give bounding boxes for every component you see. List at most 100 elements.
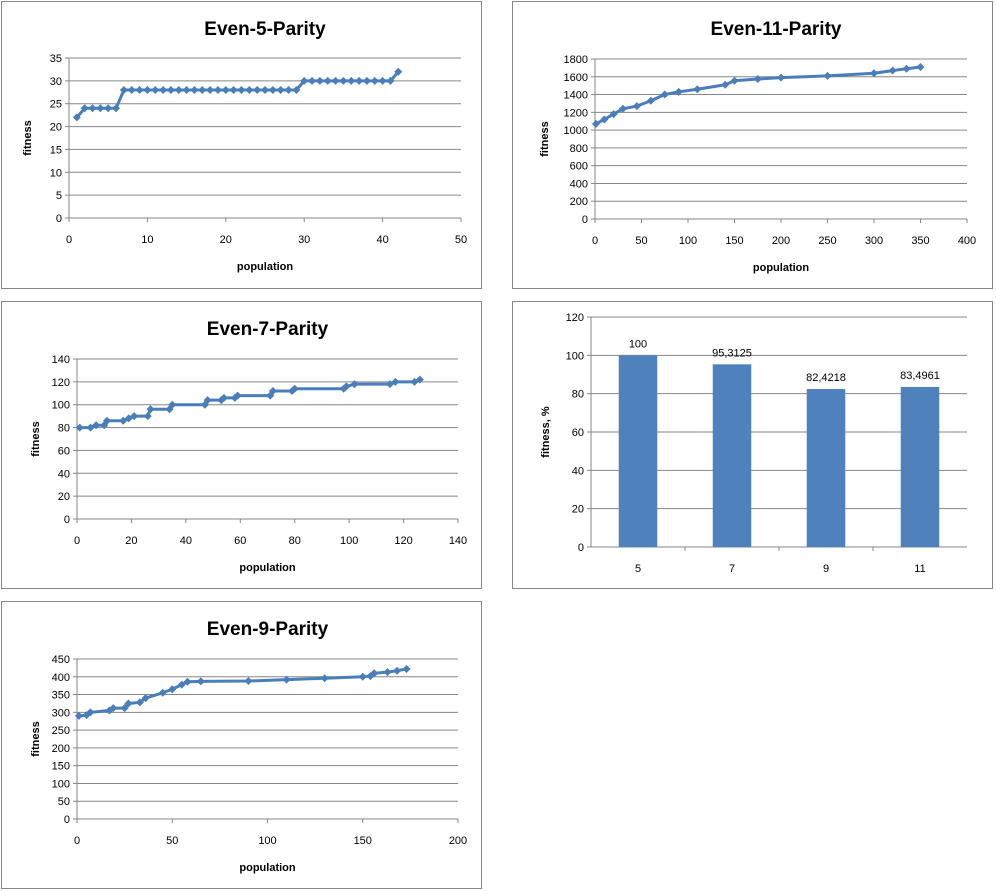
data-point	[378, 76, 387, 85]
data-point	[196, 677, 205, 686]
y-tick-label: 600	[570, 161, 588, 173]
data-point	[386, 76, 395, 85]
y-tick-label: 140	[52, 354, 70, 366]
y-tick-label: 40	[572, 465, 584, 477]
x-tick-label: 9	[823, 563, 829, 575]
chart-even9-svg: 0 50 100 150 200 250 300 350 400 450 Even-9-Parity…	[30, 619, 467, 874]
y-tick-label: 300	[52, 707, 70, 719]
data-point	[135, 698, 144, 707]
x-tick-label: 20	[125, 535, 137, 547]
data-point	[183, 677, 192, 686]
data-point	[823, 71, 832, 80]
data-point	[902, 64, 911, 73]
data-point	[355, 76, 364, 85]
data-point	[276, 86, 285, 94]
data-point	[177, 680, 186, 689]
y-tick-label: 15	[50, 144, 62, 156]
data-point	[130, 412, 139, 421]
data-point	[261, 86, 269, 94]
data-point	[112, 104, 121, 113]
x-tick-label: 140	[449, 535, 467, 547]
data-point	[660, 90, 669, 99]
data-point	[331, 76, 340, 85]
data-point	[339, 76, 348, 85]
data-point	[266, 391, 275, 400]
y-tick-label: 350	[52, 690, 70, 702]
data-point	[350, 380, 359, 389]
x-tick-label: 400	[958, 235, 976, 247]
bar-data-label: 83,4961	[900, 370, 940, 382]
y-tick-label: 5	[56, 190, 62, 202]
data-point	[245, 86, 254, 94]
data-point	[74, 711, 83, 720]
data-point	[72, 113, 81, 122]
x-tick-label: 5	[635, 563, 641, 575]
data-point	[80, 104, 89, 113]
y-tick-label: 120	[52, 377, 70, 389]
data-point	[600, 115, 609, 124]
data-point	[135, 86, 144, 94]
data-point	[609, 110, 618, 119]
y-tick-label: 1000	[564, 125, 588, 137]
x-axis-label: population	[237, 261, 293, 273]
data-point	[102, 416, 111, 425]
data-point	[213, 86, 222, 94]
bar-data-label: 100	[629, 338, 647, 350]
x-tick-label: 300	[865, 235, 883, 247]
y-tick-label: 400	[570, 178, 588, 190]
chart-title: Even-5-Parity	[204, 19, 326, 40]
bar-data-label: 95,3125	[712, 347, 752, 359]
data-point	[253, 86, 262, 94]
y-axis-label: fitness, %	[540, 406, 552, 458]
data-point	[75, 423, 84, 432]
data-point	[591, 119, 600, 128]
data-point	[151, 86, 160, 94]
data-point	[308, 76, 317, 85]
x-tick-label: 250	[818, 235, 836, 247]
data-point	[292, 86, 301, 94]
y-tick-label: 450	[52, 654, 70, 666]
data-point	[383, 668, 392, 677]
y-tick-label: 80	[572, 389, 584, 401]
y-tick-label: 100	[52, 400, 70, 412]
y-tick-label: 200	[52, 743, 70, 755]
data-point	[203, 396, 212, 405]
chart-even5: 0 5 10 15 20 25 30 35 Even-5-Parity population fit…	[1, 1, 482, 289]
y-tick-label: 1600	[564, 72, 588, 84]
y-tick-label: 400	[52, 672, 70, 684]
y-tick-label: 10	[50, 167, 62, 179]
y-tick-label: 0	[578, 542, 584, 554]
data-point	[870, 69, 878, 78]
chart-title: Even-9-Parity	[207, 619, 329, 640]
bar	[900, 386, 940, 547]
data-point	[394, 67, 403, 76]
data-point	[366, 672, 375, 681]
x-tick-label: 40	[180, 535, 192, 547]
data-point	[362, 76, 371, 85]
y-tick-label: 100	[566, 350, 584, 362]
x-tick-label: 150	[725, 235, 743, 247]
y-tick-label: 800	[570, 143, 588, 155]
y-tick-label: 1400	[564, 90, 588, 102]
data-point	[217, 396, 226, 405]
data-point	[393, 666, 402, 675]
x-tick-label: 350	[911, 235, 929, 247]
x-tick-label: 0	[66, 234, 72, 246]
y-axis-label: fitness	[30, 721, 42, 756]
data-point	[415, 375, 424, 384]
y-tick-label: 200	[570, 196, 588, 208]
chart-title: Even-7-Parity	[207, 319, 329, 340]
x-tick-label: 120	[394, 535, 412, 547]
bar	[712, 364, 752, 547]
data-point	[92, 421, 101, 430]
data-point	[323, 76, 332, 85]
y-tick-label: 40	[58, 468, 70, 480]
data-point	[198, 86, 207, 94]
y-tick-label: 60	[572, 427, 584, 439]
bar	[806, 389, 846, 547]
chart-even11: 0 200 400 600 800 1000 1200 1400 1600 1800 Even-11…	[512, 1, 993, 289]
y-tick-label: 35	[50, 53, 62, 65]
data-point	[141, 694, 150, 703]
data-point	[143, 412, 152, 421]
data-point	[268, 86, 277, 94]
